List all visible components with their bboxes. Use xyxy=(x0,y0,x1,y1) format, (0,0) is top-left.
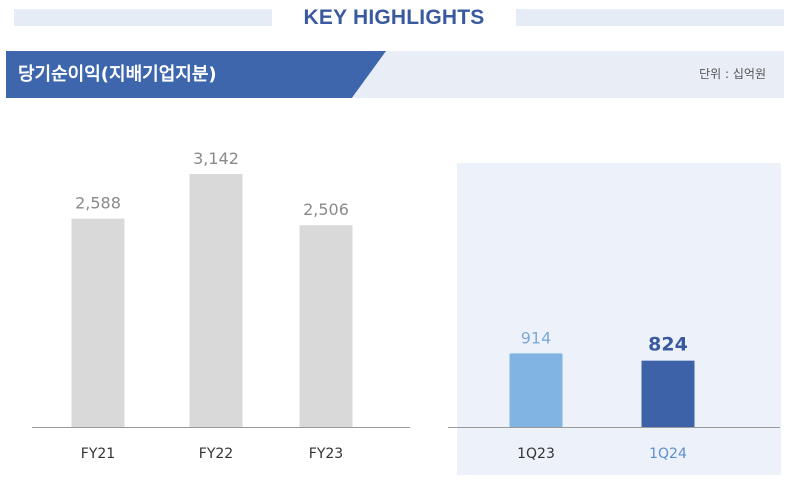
quarter-value-label-1q24: 824 xyxy=(648,334,688,356)
unit-label: 단위 : 십억원 xyxy=(699,67,766,81)
quarter-bar-chart: 914 1Q23 824 1Q24 xyxy=(448,328,780,462)
annual-tick-label-fy23: FY23 xyxy=(309,446,343,462)
annual-bar-chart: 2,588 FY21 3,142 FY22 2,506 FY23 xyxy=(32,149,410,462)
annual-bar-fy23 xyxy=(299,225,353,427)
header-rule-left xyxy=(14,9,272,26)
quarter-tick-label-1q23: 1Q23 xyxy=(517,446,555,462)
annual-value-label-fy22: 3,142 xyxy=(193,149,239,168)
quarter-tick-label-1q24: 1Q24 xyxy=(649,446,687,462)
quarter-value-label-1q23: 914 xyxy=(521,328,552,347)
annual-tick-label-fy21: FY21 xyxy=(81,446,115,462)
page-title: KEY HIGHLIGHTS xyxy=(303,6,485,29)
section-title: 당기순이익(지배기업지분) xyxy=(18,64,217,85)
annual-tick-label-fy22: FY22 xyxy=(199,446,233,462)
annual-bar-fy22 xyxy=(189,174,243,427)
annual-value-label-fy21: 2,588 xyxy=(75,194,121,213)
header-rule-right xyxy=(516,9,784,26)
annual-bar-fy21 xyxy=(71,218,125,427)
quarter-bar-1q24 xyxy=(641,360,695,427)
quarter-bar-1q23 xyxy=(509,353,563,427)
quarter-highlight-panel xyxy=(457,163,781,475)
section-title-tab xyxy=(6,51,386,98)
annual-value-label-fy23: 2,506 xyxy=(303,200,349,219)
